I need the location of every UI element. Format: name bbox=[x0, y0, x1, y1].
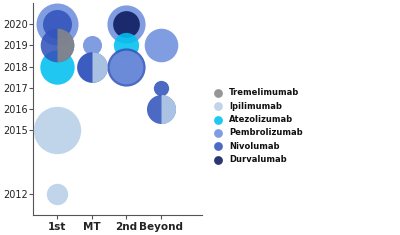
Point bbox=[123, 65, 129, 68]
Point bbox=[54, 22, 60, 26]
Point bbox=[123, 65, 129, 68]
Point bbox=[158, 86, 164, 90]
Point bbox=[54, 192, 60, 196]
Point bbox=[88, 65, 95, 68]
Point bbox=[123, 43, 129, 47]
Point bbox=[158, 107, 164, 111]
Point bbox=[54, 22, 60, 26]
Point bbox=[88, 65, 95, 68]
Point bbox=[54, 65, 60, 68]
Point bbox=[88, 65, 95, 68]
Point bbox=[54, 43, 60, 47]
Point bbox=[123, 22, 129, 26]
Point bbox=[123, 22, 129, 26]
Point bbox=[54, 43, 60, 47]
Legend: Tremelimumab, Ipilimumab, Atezolizumab, Pembrolizumab, Nivolumab, Durvalumab: Tremelimumab, Ipilimumab, Atezolizumab, … bbox=[210, 88, 302, 164]
Point bbox=[54, 128, 60, 132]
Point bbox=[88, 43, 95, 47]
Point bbox=[158, 107, 164, 111]
Point bbox=[158, 43, 164, 47]
